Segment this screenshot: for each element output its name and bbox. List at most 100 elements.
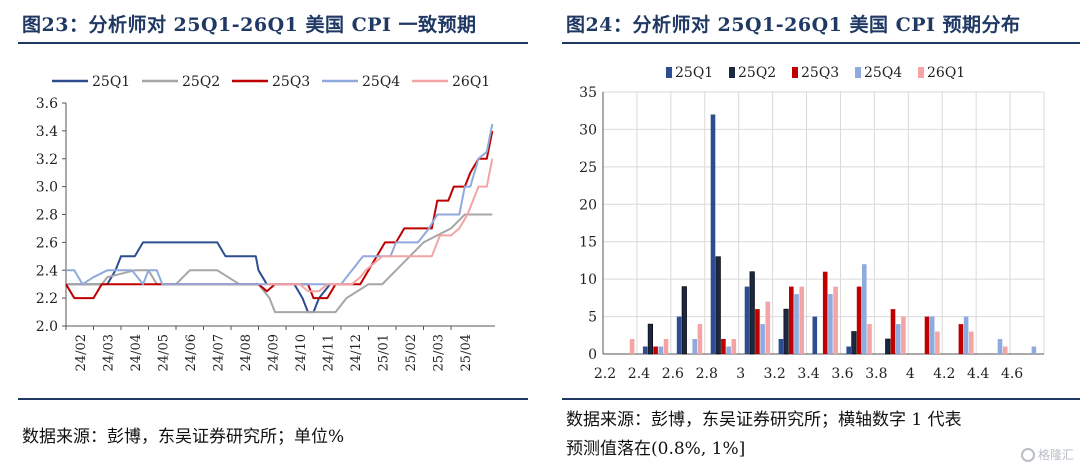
x-tick-label: 3.6 <box>831 366 853 382</box>
legend-swatch-25Q1 <box>666 67 672 78</box>
y-tick-label: 25 <box>579 160 597 176</box>
bar-26Q1-4.2 <box>969 331 974 354</box>
bar-26Q1-4 <box>935 331 940 354</box>
y-tick-label: 3.6 <box>36 96 58 112</box>
bar-26Q1-3.4 <box>833 286 838 354</box>
y-tick-label: 35 <box>579 85 597 101</box>
series-line-25Q4 <box>66 123 494 286</box>
right-source-rule <box>562 398 1080 400</box>
x-tick-label: 3.2 <box>763 366 785 382</box>
cpi-consensus-line-chart: 25Q1 25Q2 25Q3 25Q4 26Q1 2.0 2.2 2.4 2.6 2.8 3.0 3.… <box>36 74 495 371</box>
x-tick-label: 2.6 <box>662 366 684 382</box>
x-tick-label: 2.4 <box>628 366 650 382</box>
y-tick-label: 2.6 <box>36 235 58 251</box>
bar-25Q4-3.2 <box>794 294 799 354</box>
series-line-25Q1 <box>66 241 331 314</box>
x-tick-label: 4.4 <box>967 366 989 382</box>
y-tick-label: 3.0 <box>36 180 58 196</box>
x-tick-label: 24/11 <box>321 334 336 371</box>
right-source-line-2: 预测值落在(0.8%, 1%] <box>566 439 746 459</box>
bar-26Q1-3.6 <box>867 324 872 354</box>
x-tick-label: 2.8 <box>696 366 718 382</box>
x-tick-label: 4.6 <box>1001 366 1023 382</box>
legend-label-25Q2: 25Q2 <box>182 74 220 90</box>
y-tick-label: 2.8 <box>36 208 58 224</box>
x-tick-label: 4 <box>906 366 915 382</box>
y-tick-label: 3.2 <box>36 152 58 168</box>
legend-label-26Q1: 26Q1 <box>927 65 965 81</box>
x-tick-label: 25/03 <box>431 334 446 371</box>
bar-25Q2-2.4 <box>647 323 653 355</box>
x-tick-label: 25/04 <box>459 334 474 371</box>
bar-25Q4-3.8 <box>895 324 901 354</box>
y-tick-label: 3.4 <box>36 124 58 140</box>
bar-25Q1-2.8 <box>710 114 716 354</box>
bar-25Q1-3.6 <box>846 346 851 354</box>
bar-25Q3-3.2 <box>789 286 794 354</box>
y-tick-label: 30 <box>579 122 597 138</box>
x-tick-label: 24/06 <box>184 334 199 371</box>
y-tick-label: 0 <box>588 347 597 363</box>
bar-25Q3-2.8 <box>721 339 726 354</box>
legend-label-25Q1: 25Q1 <box>92 74 130 90</box>
bar-25Q2-3.8 <box>885 338 891 355</box>
bar-25Q3-2.4 <box>653 346 658 354</box>
bar-25Q2-3.2 <box>783 308 789 355</box>
bar-25Q4-4.6 <box>1031 346 1037 354</box>
bar-25Q4-4.4 <box>997 339 1003 354</box>
legend-swatch-25Q4 <box>855 67 861 78</box>
bar-25Q4-2.8 <box>726 346 731 354</box>
x-tick-label: 24/03 <box>101 334 116 371</box>
x-tick-label: 24/10 <box>294 334 309 371</box>
bar-26Q1-2.8 <box>731 339 737 354</box>
watermark-logo-icon <box>1020 447 1035 462</box>
bar-25Q3-3.6 <box>856 286 862 354</box>
bar-26Q1-3 <box>765 301 771 354</box>
bar-25Q4-2.6 <box>692 339 697 354</box>
bar-25Q3-4 <box>924 316 930 354</box>
left-source-rule <box>18 398 528 400</box>
x-tick-label: 4.2 <box>933 366 955 382</box>
x-tick-label: 25/01 <box>376 334 391 371</box>
x-tick-label: 3.4 <box>797 366 819 382</box>
bar-25Q3-3.8 <box>890 309 896 354</box>
legend-swatch-25Q2 <box>729 67 735 78</box>
right-source-line-1: 数据来源：彭博，东吴证券研究所；横轴数字 1 代表 <box>566 410 962 430</box>
bar-25Q4-2.4 <box>658 346 664 354</box>
x-tick-label: 24/09 <box>266 334 281 371</box>
series-line-25Q3 <box>65 130 494 300</box>
bar-25Q1-2.6 <box>676 316 682 354</box>
y-tick-label: 2.4 <box>36 263 58 279</box>
bar-26Q1-3.2 <box>799 286 804 354</box>
bar-25Q2-2.6 <box>681 286 687 355</box>
bar-25Q1-3.4 <box>812 316 818 354</box>
y-tick-label: 5 <box>588 310 597 326</box>
x-tick-label: 24/07 <box>211 334 226 371</box>
left-chart-source: 数据来源：彭博，东吴证券研究所；单位% <box>22 427 345 447</box>
right-chart-source: 数据来源：彭博，东吴证券研究所；横轴数字 1 代表 预测值落在(0.8%, 1%… <box>566 406 962 464</box>
y-tick-label: 2.2 <box>36 291 58 307</box>
bar-25Q4-3.6 <box>862 264 867 354</box>
legend-label-25Q4: 25Q4 <box>362 74 400 90</box>
x-tick-label: 24/12 <box>349 334 364 371</box>
legend-label-25Q1: 25Q1 <box>675 65 713 81</box>
left-title-rule <box>18 42 528 44</box>
x-tick-label: 2.2 <box>594 366 616 382</box>
legend-label-25Q3: 25Q3 <box>801 65 839 81</box>
watermark-text: 格隆汇 <box>1037 448 1074 462</box>
x-tick-label: 24/08 <box>239 334 254 371</box>
left-chart-title: 图23：分析师对 25Q1-26Q1 美国 CPI 一致预期 <box>22 14 477 36</box>
bar-25Q4-4 <box>929 316 935 354</box>
bar-25Q1-3.2 <box>778 339 784 354</box>
legend-label-25Q2: 25Q2 <box>738 65 776 81</box>
x-tick-label: 3.8 <box>865 366 887 382</box>
watermark: 格隆汇 <box>1020 446 1074 463</box>
bar-25Q1-3 <box>744 286 750 354</box>
bar-26Q1-2.4 <box>663 339 669 354</box>
legend-label-26Q1: 26Q1 <box>452 74 490 90</box>
legend-swatch-26Q1 <box>918 67 924 78</box>
legend-label-25Q4: 25Q4 <box>864 65 902 81</box>
right-chart-title: 图24：分析师对 25Q1-26Q1 美国 CPI 预期分布 <box>566 14 1021 36</box>
bar-25Q2-3 <box>749 271 755 355</box>
bar-25Q2-3.6 <box>851 331 857 355</box>
